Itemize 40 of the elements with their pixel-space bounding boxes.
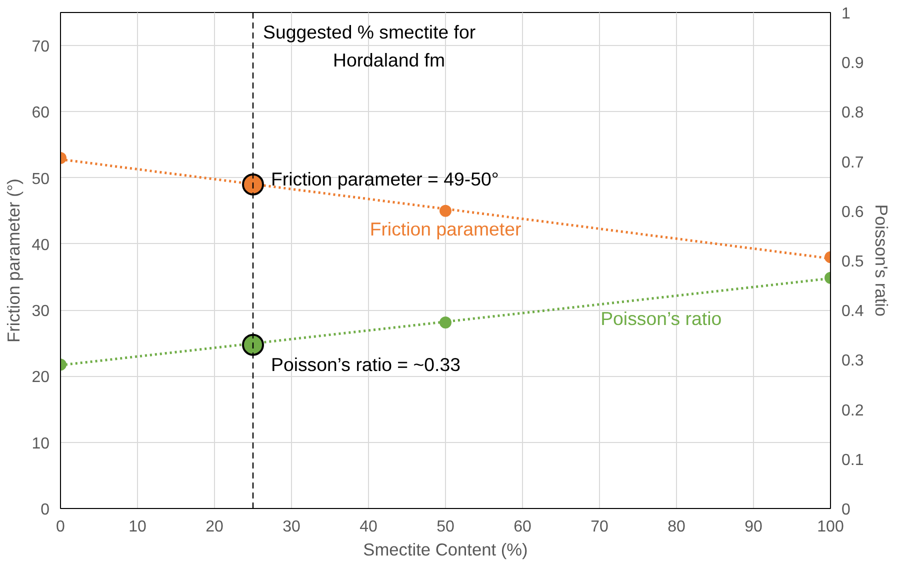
ref-line-label: Suggested % smectite for Hordaland fm <box>263 22 476 70</box>
x-tick-label: 80 <box>668 518 686 536</box>
series-label: Friction parameter <box>370 218 522 240</box>
y2-tick-label: 0.8 <box>842 104 864 122</box>
y2-tick-label: 1 <box>842 6 850 22</box>
point <box>242 334 264 356</box>
y-tick-label: 60 <box>32 104 50 122</box>
y2-tick-label: 0.3 <box>842 352 864 370</box>
x-tick-label: 20 <box>206 518 224 536</box>
x-tick-label: 10 <box>128 518 146 536</box>
x-tick-label: 100 <box>817 518 844 536</box>
text: Poisson’s ratio <box>600 308 722 329</box>
x-tick-label: 70 <box>590 518 608 536</box>
x-tick-label: 90 <box>744 518 762 536</box>
x-tick-label: 30 <box>282 518 300 536</box>
x-tick-label: 0 <box>56 518 66 536</box>
y-tick-label: 10 <box>32 435 50 452</box>
y-tick-label: 50 <box>32 170 50 188</box>
y2-tick-label: 0.4 <box>842 303 864 320</box>
y-tick-label: 20 <box>32 369 50 386</box>
x-tick-label: 50 <box>436 518 454 536</box>
y-tick-label: 30 <box>32 303 50 320</box>
annotation: Poisson’s ratio = ~0.33 <box>271 354 460 375</box>
x-tick-label: 40 <box>360 518 378 536</box>
y2-tick-label: 0.5 <box>842 254 864 270</box>
x-tick-label: 60 <box>514 518 532 536</box>
y-tick-label: 0 <box>40 502 50 518</box>
y2-tick-label: 0.6 <box>842 204 864 221</box>
y2-tick-label: 0 <box>842 502 850 518</box>
x-axis-title: Smectite Content (%) <box>363 540 528 560</box>
y2-tick-label: 0.9 <box>842 55 864 72</box>
y2-tick-label: 0.2 <box>842 402 864 420</box>
y-axis-title: Friction parameter (°) <box>4 178 24 342</box>
y2-tick-label: 0.1 <box>842 452 864 469</box>
y2-tick-label: 0.7 <box>842 154 864 172</box>
y-tick-label: 70 <box>32 38 50 56</box>
annotation: Friction parameter = 49-50° <box>271 168 499 190</box>
y-tick-label: 40 <box>32 236 50 254</box>
y2-axis-title: Poisson's ratio <box>872 204 892 317</box>
point <box>242 173 264 196</box>
